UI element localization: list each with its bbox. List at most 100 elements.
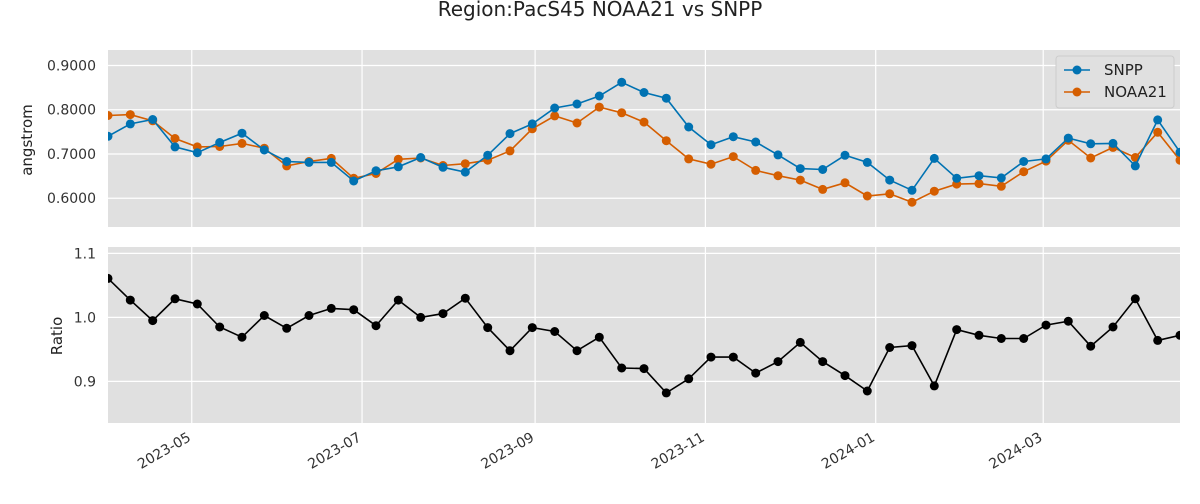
noaa21-point bbox=[795, 175, 805, 185]
snpp-point bbox=[1130, 161, 1140, 171]
noaa21-point bbox=[170, 134, 180, 143]
noaa21-point bbox=[1019, 167, 1029, 177]
snpp-point bbox=[862, 157, 872, 167]
snpp-point bbox=[617, 77, 627, 87]
legend-box bbox=[1055, 55, 1175, 109]
ratio-point bbox=[974, 330, 984, 340]
noaa21-point bbox=[108, 111, 113, 120]
legend-marker-snpp bbox=[1072, 65, 1082, 75]
ratio-point bbox=[416, 312, 426, 322]
bottom-plot-background bbox=[108, 247, 1180, 423]
ratio-point bbox=[1063, 316, 1073, 326]
noaa21-point bbox=[572, 118, 582, 128]
snpp-point bbox=[1153, 115, 1163, 125]
top-y-tick-label: 0.6000 bbox=[47, 191, 96, 207]
ratio-point bbox=[438, 309, 448, 319]
snpp-point bbox=[460, 167, 470, 177]
ratio-point bbox=[728, 352, 738, 362]
snpp-point bbox=[684, 122, 694, 132]
snpp-point bbox=[996, 173, 1006, 183]
noaa21-point bbox=[773, 171, 783, 181]
noaa21-point bbox=[818, 184, 828, 194]
noaa21-point bbox=[840, 178, 850, 188]
noaa21-point bbox=[684, 154, 694, 164]
bottom-y-tick-label: 0.9 bbox=[74, 374, 96, 390]
ratio-point bbox=[751, 368, 761, 378]
noaa21-point bbox=[751, 165, 761, 175]
noaa21-point bbox=[661, 136, 671, 146]
snpp-point bbox=[148, 115, 158, 124]
top-panel: 0.6000 0.7000 0.8000 0.9000 angstrom SNPP N… bbox=[18, 50, 1180, 227]
x-tick-label: 2023-11 bbox=[649, 430, 708, 473]
ratio-point bbox=[237, 332, 247, 342]
ratio-point bbox=[684, 374, 694, 384]
noaa21-point bbox=[1175, 155, 1180, 165]
snpp-point bbox=[192, 148, 202, 158]
ratio-point bbox=[594, 332, 604, 342]
ratio-point bbox=[952, 325, 962, 335]
bottom-series bbox=[108, 273, 1180, 398]
ratio-point bbox=[192, 299, 202, 309]
noaa21-point bbox=[974, 179, 984, 189]
snpp-point bbox=[1041, 154, 1051, 164]
ratio-point bbox=[885, 343, 895, 352]
ratio-point bbox=[349, 305, 359, 315]
snpp-point bbox=[550, 103, 560, 113]
ratio-point bbox=[639, 364, 649, 374]
snpp-point bbox=[1175, 147, 1180, 157]
noaa21-point bbox=[460, 159, 470, 169]
legend: SNPP NOAA21 bbox=[1055, 55, 1175, 109]
bottom-y-axis-label: Ratio bbox=[48, 317, 66, 356]
ratio-point bbox=[929, 381, 939, 391]
ratio-point bbox=[259, 311, 269, 320]
chart-title: Region:PacS45 NOAA21 vs SNPP bbox=[438, 0, 763, 21]
snpp-point bbox=[661, 93, 671, 103]
snpp-point bbox=[572, 99, 582, 109]
noaa21-point bbox=[929, 186, 939, 196]
x-tick-label: 2024-03 bbox=[987, 430, 1046, 473]
ratio-point bbox=[1130, 294, 1140, 304]
snpp-point bbox=[594, 91, 604, 101]
ratio-point bbox=[550, 327, 560, 336]
legend-marker-noaa21 bbox=[1072, 87, 1082, 97]
bottom-x-ticks: 2023-05 2023-07 2023-09 2023-11 2024-01 2024-… bbox=[135, 430, 1045, 473]
snpp-point bbox=[505, 129, 515, 139]
snpp-point bbox=[728, 132, 738, 142]
snpp-point bbox=[952, 173, 962, 183]
top-y-ticks: 0.6000 0.7000 0.8000 0.9000 bbox=[47, 58, 96, 207]
ratio-point bbox=[483, 323, 493, 333]
top-series bbox=[108, 77, 1180, 207]
noaa21-point bbox=[1153, 127, 1163, 137]
ratio-point bbox=[840, 371, 850, 381]
noaa21-point bbox=[617, 108, 627, 118]
snpp-point bbox=[304, 157, 314, 167]
top-y-tick-label: 0.9000 bbox=[47, 58, 96, 74]
ratio-point bbox=[282, 323, 292, 333]
legend-label-snpp: SNPP bbox=[1104, 61, 1143, 79]
ratio-point bbox=[371, 321, 381, 331]
bottom-y-tick-label: 1.1 bbox=[74, 246, 96, 262]
snpp-point bbox=[125, 119, 135, 129]
noaa21-point bbox=[885, 189, 895, 199]
bottom-grid bbox=[108, 247, 1180, 423]
snpp-point bbox=[974, 171, 984, 181]
bottom-panel: 0.91.01.1 2023-05 2023-07 2023-09 2023-11 20… bbox=[48, 246, 1180, 473]
snpp-point bbox=[885, 175, 895, 185]
ratio-point bbox=[148, 316, 158, 326]
snpp-point bbox=[1019, 157, 1029, 166]
snpp-point bbox=[1063, 133, 1073, 143]
x-tick-label: 2023-05 bbox=[135, 430, 194, 473]
noaa21-point bbox=[728, 152, 738, 162]
top-plot-background bbox=[108, 50, 1180, 227]
ratio-point bbox=[326, 303, 336, 313]
snpp-point bbox=[795, 164, 805, 174]
ratio-point bbox=[1019, 334, 1029, 343]
ratio-point bbox=[706, 352, 716, 362]
ratio-point bbox=[1108, 322, 1118, 332]
snpp-point bbox=[483, 150, 493, 160]
legend-label-noaa21: NOAA21 bbox=[1104, 83, 1167, 101]
ratio-point bbox=[818, 357, 828, 367]
ratio-point bbox=[572, 346, 582, 356]
noaa21-point bbox=[996, 181, 1006, 191]
